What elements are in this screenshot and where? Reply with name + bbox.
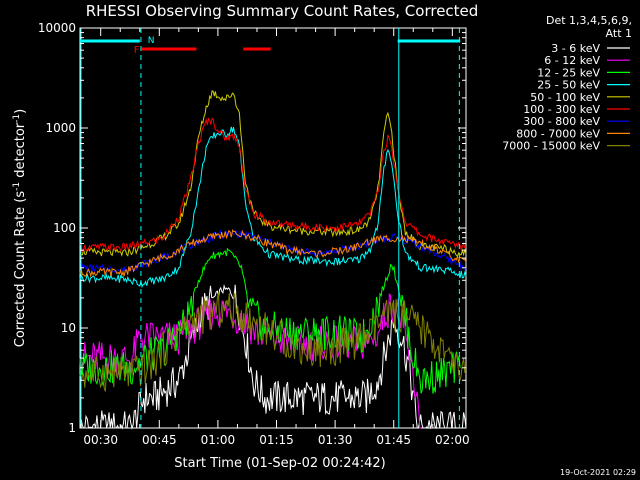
legend-label: 50 - 100 keV <box>530 91 600 104</box>
series-line-7000-15000-kev <box>79 292 467 392</box>
x-tick-label-02:00: 02:00 <box>435 433 470 447</box>
y-tick-label-1: 1 <box>68 421 76 435</box>
legend-label: 300 - 800 keV <box>523 115 600 128</box>
legend-header-line2: Att 1 <box>606 27 632 40</box>
y-tick-label-1000: 1000 <box>45 121 76 135</box>
legend-label: 100 - 300 keV <box>523 103 600 116</box>
flare-flag-label: F <box>134 45 140 56</box>
y-axis-label-end: ) <box>13 109 28 114</box>
series-line-100-300-kev <box>79 117 467 252</box>
legend-label: 12 - 25 keV <box>537 66 600 79</box>
x-tick-label-01:15: 01:15 <box>259 433 294 447</box>
y-axis-label-sup2: -1 <box>12 114 22 123</box>
y-tick-label-10: 10 <box>61 321 76 335</box>
x-tick-label-00:30: 00:30 <box>83 433 118 447</box>
x-tick-label-01:45: 01:45 <box>376 433 411 447</box>
legend-header-line1: Det 1,3,4,5,6,9, <box>546 14 632 27</box>
y-axis-label-mid: detector <box>13 122 28 182</box>
series-line-800-7000-kev <box>79 229 467 278</box>
legend-label: 7000 - 15000 keV <box>502 140 600 153</box>
y-axis-label-sup: -1 <box>12 182 22 191</box>
legend-label: 25 - 50 keV <box>537 79 600 92</box>
legend-label: 3 - 6 keV <box>551 42 600 55</box>
timestamp: 19-Oct-2021 02:29 <box>560 468 636 477</box>
series-line-25-50-kev <box>79 126 467 289</box>
y-tick-label-10000: 10000 <box>38 21 76 35</box>
x-tick-label-01:00: 01:00 <box>201 433 236 447</box>
legend-label: 800 - 7000 keV <box>516 127 600 140</box>
x-tick-label-01:30: 01:30 <box>318 433 353 447</box>
night-flag-label: N <box>148 36 155 46</box>
series-line-50-100-kev <box>79 90 467 257</box>
x-axis-label: Start Time (01-Sep-02 00:24:42) <box>174 456 385 471</box>
legend-label: 6 - 12 keV <box>544 54 600 67</box>
series-line-12-25-kev <box>79 247 461 394</box>
x-tick-label-00:45: 00:45 <box>142 433 177 447</box>
y-axis-label-main: Corrected Count Rate (s <box>13 191 28 348</box>
series-line-3-6-kev <box>79 284 467 430</box>
y-axis-label: Corrected Count Rate (s-1 detector-1) <box>12 109 28 347</box>
chart-title: RHESSI Observing Summary Count Rates, Co… <box>86 2 479 20</box>
y-tick-label-100: 100 <box>53 221 76 235</box>
